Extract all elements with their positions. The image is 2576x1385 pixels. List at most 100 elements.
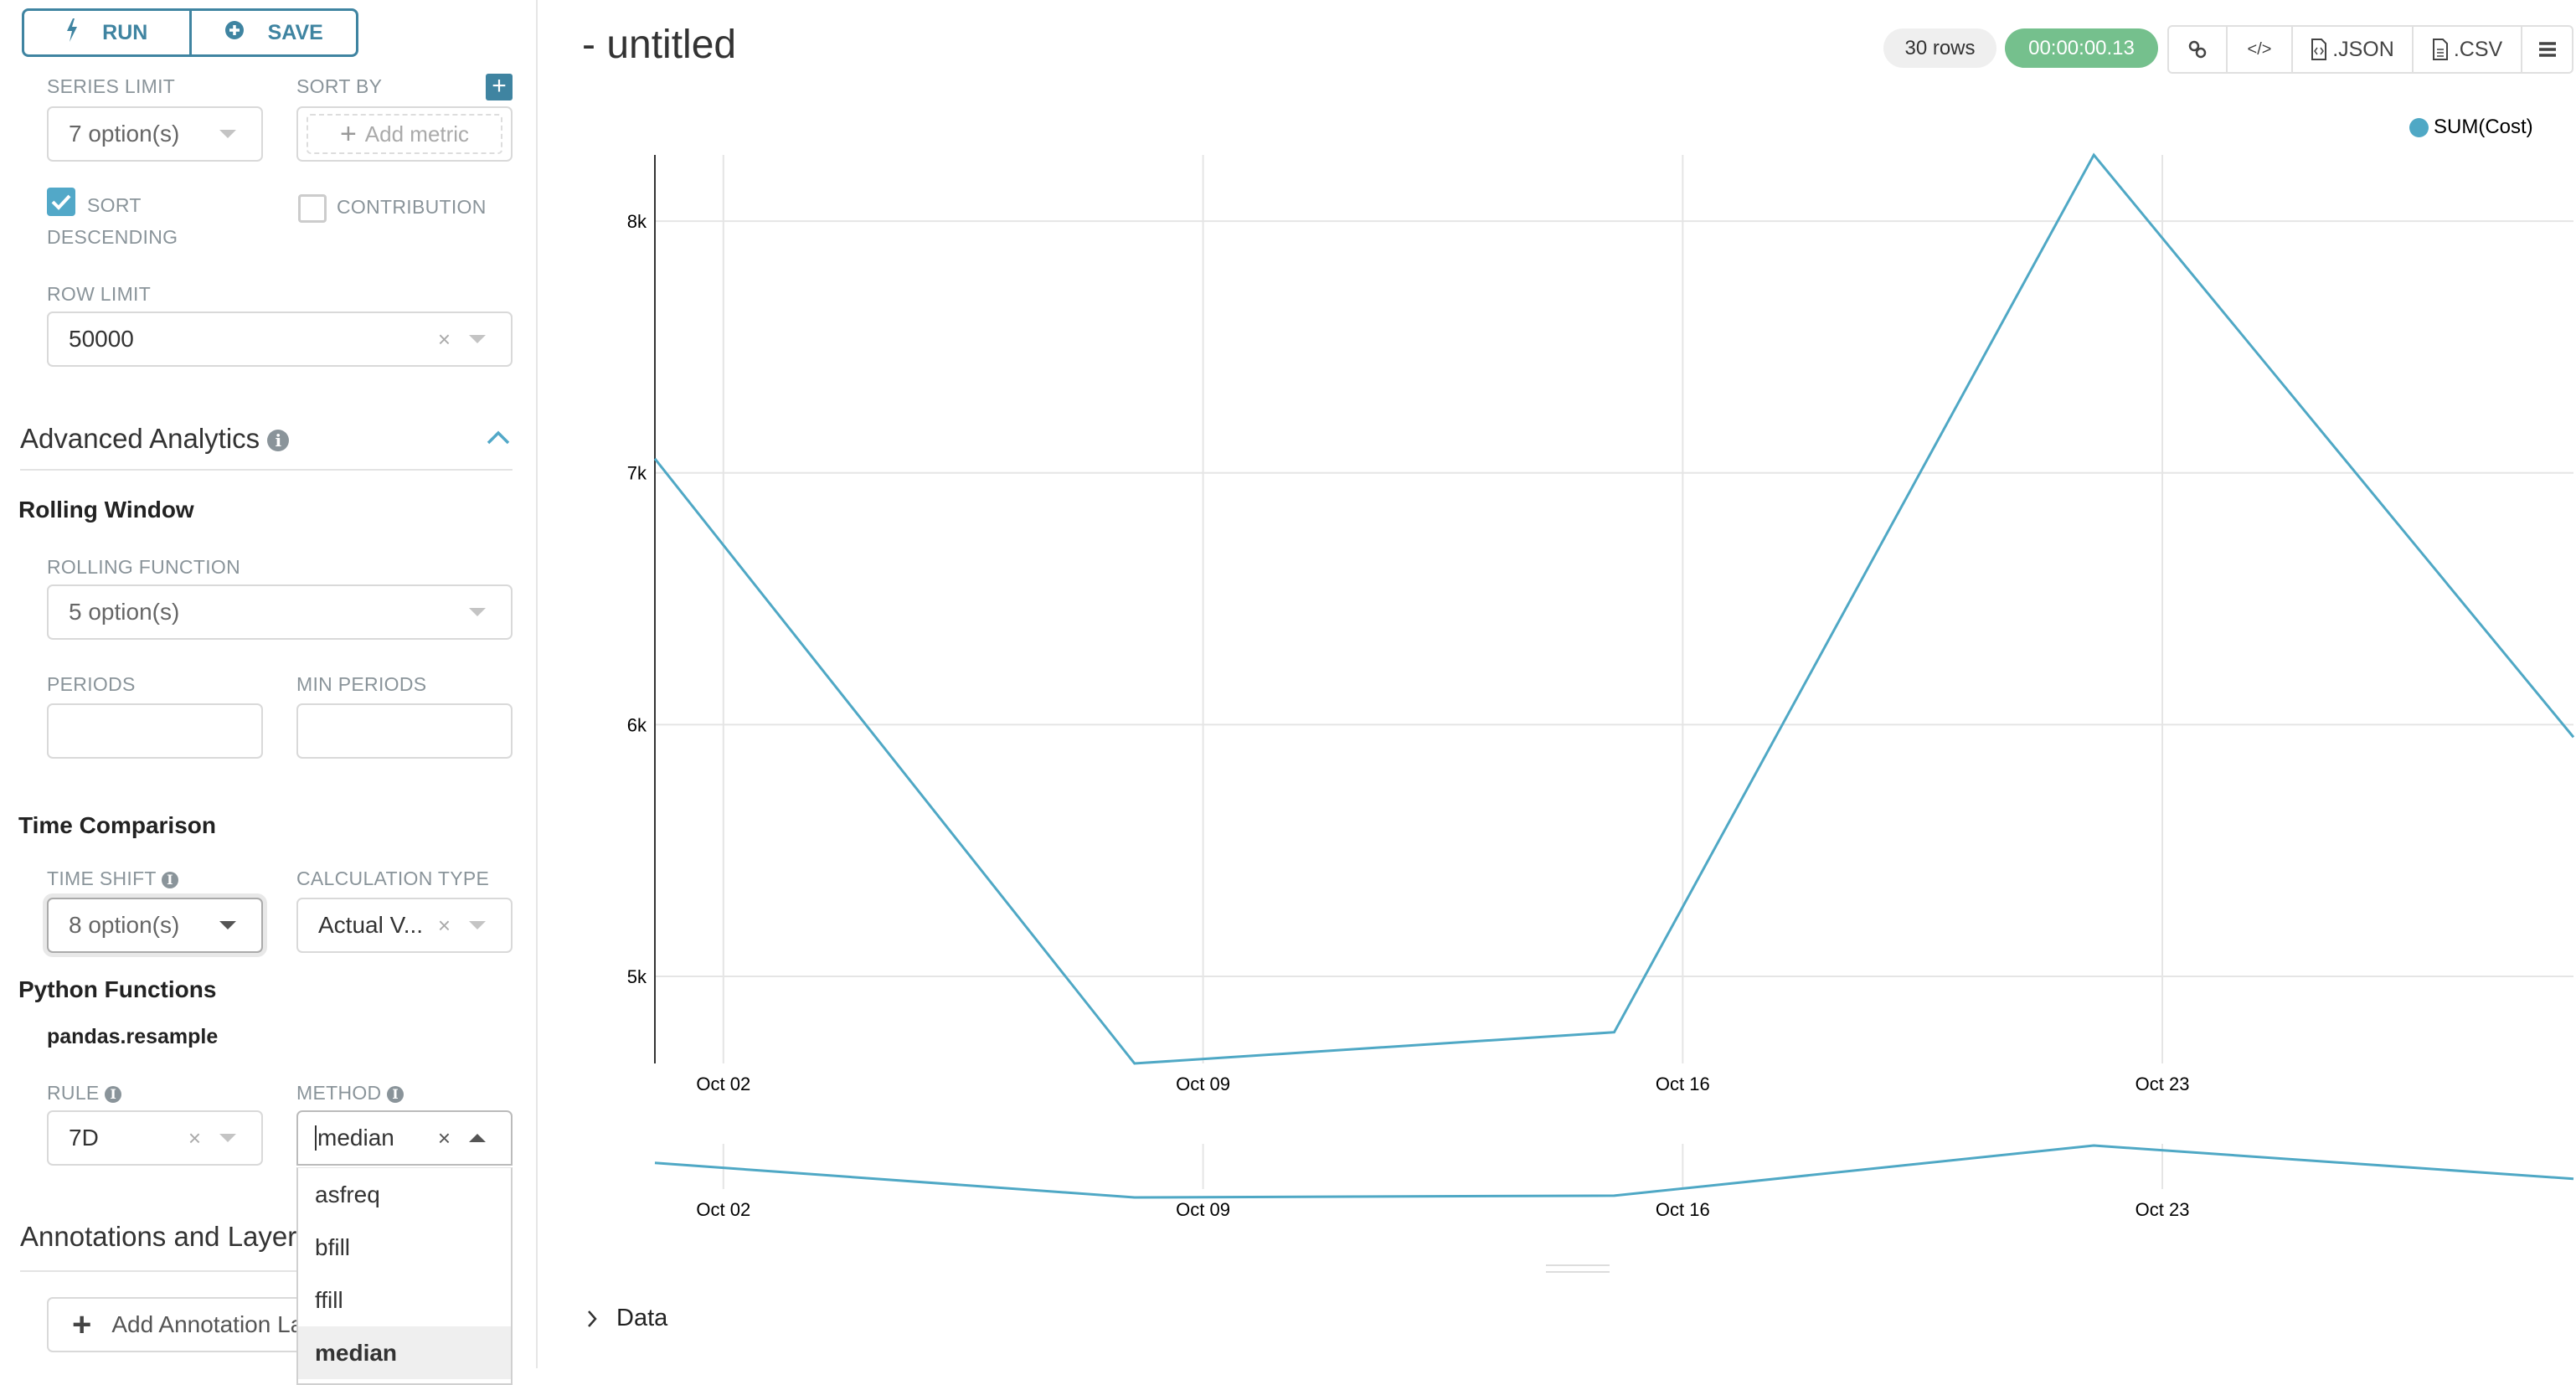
resize-handle[interactable] (1546, 1264, 1610, 1273)
rule-select[interactable]: 7D × (47, 1110, 263, 1166)
x-tick-label: Oct 16 (1656, 1074, 1710, 1094)
row-limit-value: 50000 (69, 326, 134, 352)
contribution-label: CONTRIBUTION (337, 196, 487, 218)
info-icon[interactable]: i (105, 1085, 122, 1103)
export-csv-button[interactable]: .CSV (2412, 27, 2521, 72)
y-tick-label: 5k (627, 966, 647, 987)
y-tick-label: 6k (627, 714, 647, 735)
context-x-tick-label: Oct 23 (2136, 1199, 2190, 1220)
annotations-title[interactable]: Annotations and Layers (20, 1221, 311, 1252)
method-dropdown-menu: asfreq bfill ffill median (296, 1167, 513, 1385)
link-icon (2188, 40, 2207, 59)
row-limit-label: ROW LIMIT (47, 283, 152, 305)
time-shift-label-text: TIME SHIFT (47, 868, 157, 889)
method-value[interactable]: median (317, 1125, 394, 1151)
add-metric-button[interactable]: + Add metric (307, 114, 502, 154)
export-json-label: .JSON (2332, 37, 2394, 61)
section-divider (20, 469, 513, 471)
calculation-type-value: Actual V... (318, 912, 424, 938)
export-csv-label: .CSV (2453, 37, 2503, 61)
contribution-checkbox[interactable] (298, 194, 327, 223)
series-limit-select[interactable]: 7 option(s) (47, 106, 263, 162)
time-shift-value: 8 option(s) (69, 912, 180, 938)
time-shift-select[interactable]: 8 option(s) (47, 898, 263, 953)
caret-down-icon (469, 335, 486, 343)
data-section-toggle[interactable]: Data (586, 1305, 667, 1332)
legend-item[interactable]: SUM(Cost) (2409, 116, 2533, 139)
more-menu-button[interactable] (2521, 27, 2572, 72)
query-duration-badge: 00:00:00.13 (2005, 28, 2158, 68)
rolling-function-select[interactable]: 5 option(s) (47, 584, 513, 640)
chevron-right-icon (588, 1310, 597, 1327)
data-section-label: Data (616, 1305, 668, 1331)
control-panel: RUN SAVE SERIES LIMIT 7 option(s) SORT B… (0, 0, 538, 1385)
clear-icon[interactable]: × (437, 326, 451, 352)
rule-value: 7D (69, 1125, 99, 1151)
periods-input[interactable] (47, 703, 263, 759)
run-button[interactable]: RUN (24, 11, 189, 54)
method-label: METHOD i (296, 1082, 404, 1104)
min-periods-input[interactable] (296, 703, 513, 759)
clear-icon[interactable]: × (188, 1125, 201, 1151)
series-line-sum-cost (653, 152, 2575, 1065)
context-x-tick-label: Oct 09 (1176, 1199, 1230, 1220)
plus-icon: + (339, 117, 357, 150)
save-button[interactable]: SAVE (188, 11, 357, 54)
clear-icon[interactable]: × (437, 1125, 451, 1151)
x-tick-label: Oct 09 (1176, 1074, 1230, 1094)
pandas-resample-subtitle: pandas.resample (47, 1025, 219, 1048)
hamburger-icon (2538, 42, 2556, 57)
rolling-window-title: Rolling Window (18, 497, 194, 523)
row-limit-select[interactable]: 50000 × (47, 311, 513, 367)
export-json-button[interactable]: .JSON (2291, 27, 2412, 72)
caret-down-icon (219, 1134, 236, 1142)
series-limit-value: 7 option(s) (69, 121, 180, 147)
text-cursor (315, 1125, 317, 1151)
legend-swatch-icon (2409, 117, 2429, 137)
add-sort-plus-icon[interactable]: + (486, 74, 513, 100)
x-tick-label: Oct 23 (2136, 1074, 2190, 1094)
caret-down-icon (219, 130, 236, 138)
clear-icon[interactable]: × (437, 912, 451, 938)
lightning-icon (65, 18, 79, 48)
rolling-function-label: ROLLING FUNCTION (47, 556, 240, 578)
method-option-bfill[interactable]: bfill (315, 1233, 351, 1260)
file-text-icon (2432, 39, 2448, 60)
calculation-type-select[interactable]: Actual V... × (296, 898, 513, 953)
run-label: RUN (102, 20, 148, 44)
checkmark-icon (51, 194, 71, 210)
section-divider (20, 1270, 513, 1272)
plus-circle-icon (224, 20, 245, 46)
method-option-asfreq[interactable]: asfreq (315, 1181, 380, 1207)
periods-label: PERIODS (47, 673, 136, 695)
rule-label-text: RULE (47, 1082, 100, 1104)
calculation-type-label: CALCULATION TYPE (296, 868, 490, 889)
caret-down-icon (219, 921, 236, 929)
context-brush-line-sum-cost (654, 1144, 2574, 1199)
add-metric-placeholder: Add metric (364, 121, 470, 147)
file-code-icon (2311, 39, 2327, 60)
info-icon[interactable]: i (267, 430, 290, 452)
sort-descending-checkbox[interactable] (47, 188, 75, 216)
chart-title[interactable]: - untitled (582, 23, 737, 67)
y-tick-label: 7k (627, 463, 647, 484)
copy-link-button[interactable] (2169, 27, 2226, 72)
info-icon[interactable]: i (162, 871, 179, 888)
method-select[interactable]: median × (296, 1110, 513, 1166)
embed-code-button[interactable]: </> (2226, 27, 2291, 72)
sort-by-select[interactable]: + Add metric (296, 106, 513, 162)
method-option-ffill[interactable]: ffill (315, 1286, 343, 1313)
series-limit-label: SERIES LIMIT (47, 75, 176, 97)
row-count-badge: 30 rows (1883, 28, 1996, 68)
save-label: SAVE (267, 20, 323, 44)
caret-up-icon[interactable] (469, 1134, 486, 1142)
chevron-up-icon[interactable] (486, 429, 511, 450)
advanced-analytics-header[interactable]: Advanced Analytics i (20, 423, 290, 455)
time-comparison-title: Time Comparison (18, 812, 216, 838)
code-icon: </> (2247, 39, 2272, 59)
advanced-analytics-title: Advanced Analytics (20, 423, 260, 454)
method-label-text: METHOD (296, 1082, 382, 1104)
legend-label: SUM(Cost) (2434, 116, 2533, 138)
info-icon[interactable]: i (387, 1085, 404, 1103)
